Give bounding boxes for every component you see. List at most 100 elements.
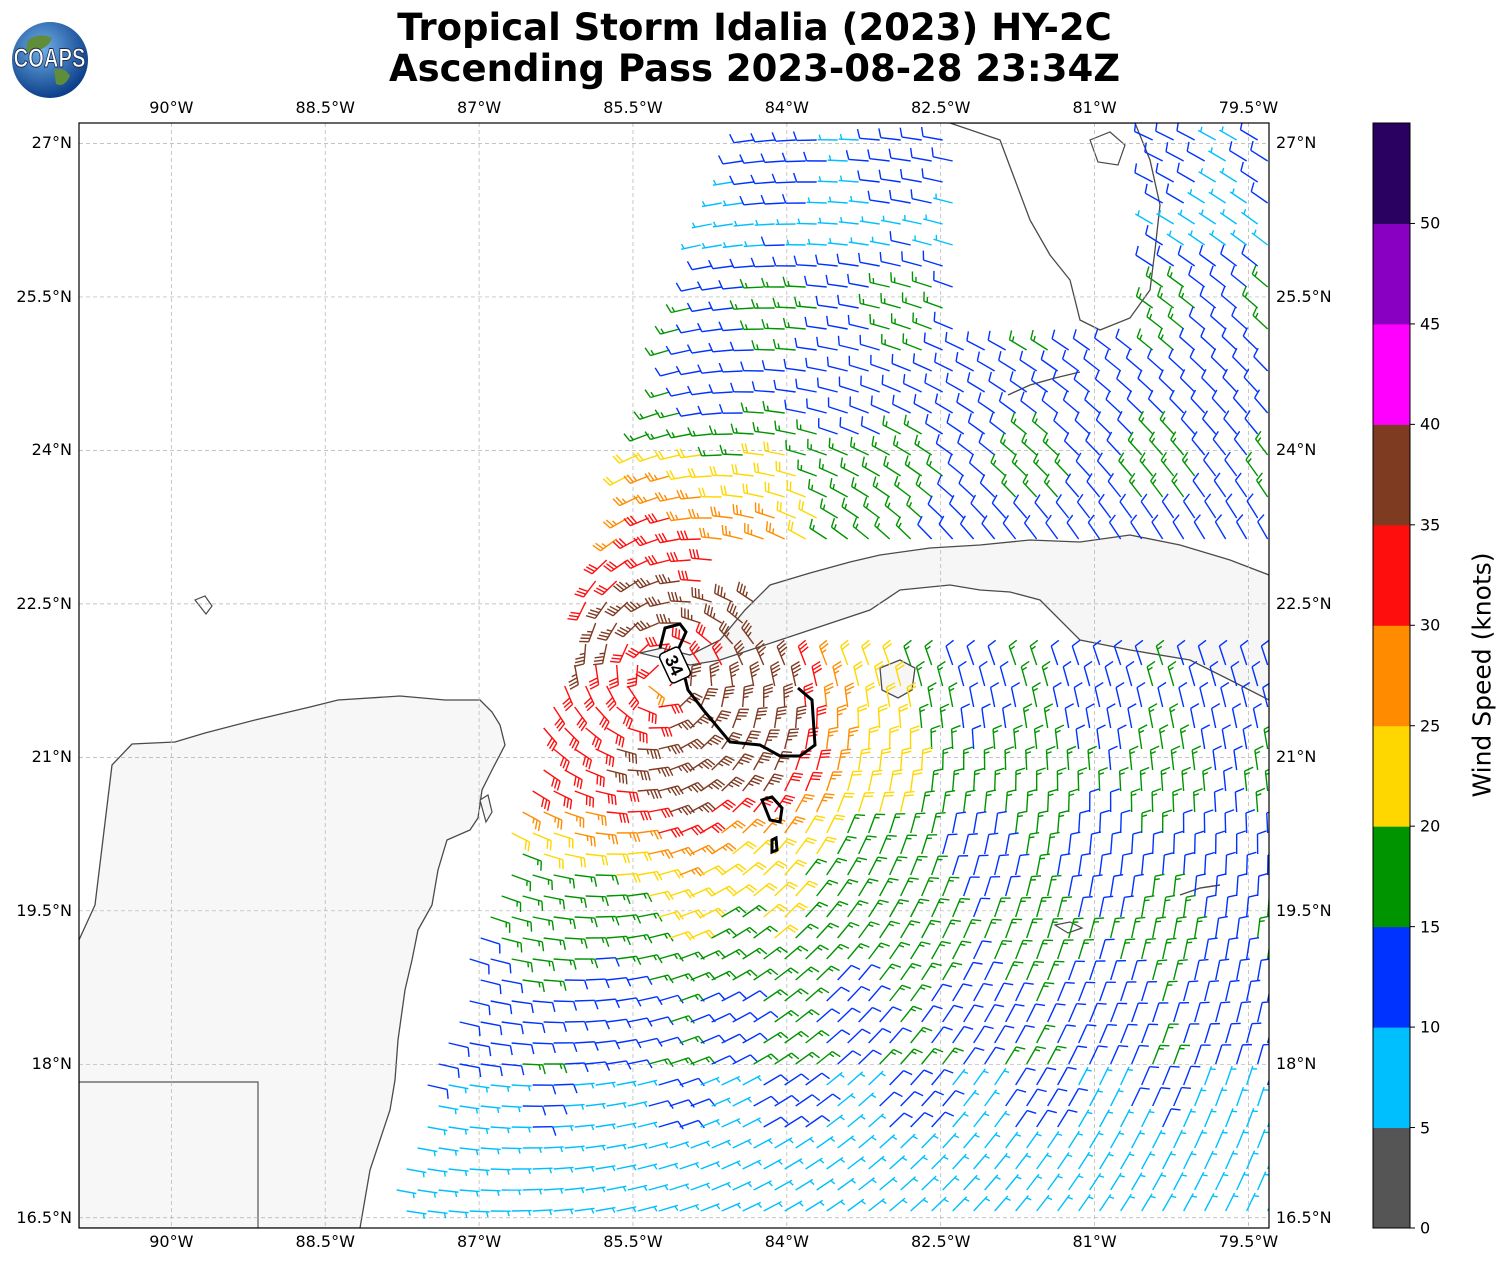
wind-barb [585,769,605,788]
wind-barb [1199,286,1217,309]
wind-barb [722,241,743,249]
country-border [79,1081,259,1228]
wind-barb [811,660,823,687]
wind-barb [881,374,901,393]
wind-barb [984,1003,1005,1023]
colorbar-bin [1373,725,1410,827]
wind-barb [606,1101,627,1109]
wind-barb [805,1072,830,1086]
wind-barb [889,984,912,1002]
wind-barb [1135,210,1154,225]
lon-tick-bottom: 84°W [764,1232,809,1251]
wind-barb [984,1131,1001,1149]
wind-barb [1233,745,1243,771]
wind-barb [991,494,1007,519]
wind-barb [669,888,695,899]
wind-barb [676,448,701,459]
wind-barb [1221,327,1238,351]
wind-barb [1068,1130,1083,1149]
wind-barb [763,773,784,792]
wind-barb [885,682,896,708]
wind-barb [847,1071,866,1086]
wind-barb [763,1201,783,1212]
wind-barb [837,294,859,309]
wind-barb [1077,767,1088,792]
wind-barb [459,1189,480,1197]
contour-34kt [658,622,817,758]
wind-barb [837,1177,857,1191]
wind-barb [837,835,857,855]
wind-barb [1177,245,1196,267]
wind-barb [1030,329,1049,351]
wind-barb [1095,411,1112,435]
wind-barb [1172,959,1188,981]
wind-barb [836,704,847,729]
lat-tick-right: 22.5°N [1276,593,1332,613]
wind-barb [1211,389,1227,414]
wind-barb [1181,766,1192,792]
plot-title-line-1: Tropical Storm Idalia (2023) HY-2C [397,6,1112,49]
wind-barb [1161,980,1178,1002]
wind-barb [933,270,953,288]
wind-barb [1057,1066,1077,1086]
wind-barb [973,982,993,1002]
wind-barb [830,517,849,540]
wind-barb [1145,225,1164,246]
wind-barb [1014,853,1030,876]
wind-barb [606,935,631,946]
wind-barb [921,876,940,897]
wind-barb [1215,1044,1232,1065]
wind-barb [1068,1173,1084,1191]
wind-barb [858,1092,877,1107]
wind-barb [884,496,902,519]
colorbar-tick-label: 20 [1420,816,1441,836]
wind-barb [894,475,912,498]
wind-barb [933,311,953,330]
wind-barb [1134,639,1144,666]
wind-barb [1178,681,1188,708]
wind-barb [1144,183,1164,204]
wind-barb [1110,1172,1125,1191]
wind-barb [606,853,631,864]
wind-barb [972,854,989,876]
wind-barb [568,664,579,690]
wind-barb [690,1182,711,1191]
wind-barb [717,155,743,165]
wind-barb [654,409,680,419]
wind-barb [1220,286,1238,309]
wind-barb [543,853,564,870]
wind-barb [733,220,754,227]
wind-barb [784,1030,810,1044]
wind-barb [1243,766,1254,792]
wind-barb [522,853,543,871]
wind-barb [920,126,943,141]
wind-barb [749,661,760,687]
wind-barb [698,487,722,498]
wind-barb [1213,472,1227,498]
wind-barb [1053,411,1070,435]
wind-barb [901,215,922,225]
wind-barb [1036,1109,1057,1128]
wind-barb [750,257,775,268]
wind-barb [1240,208,1259,225]
wind-barb [910,898,930,918]
wind-barb [675,282,701,292]
wind-barb [952,1153,970,1170]
wind-barb [1078,1024,1097,1044]
wind-barb [712,221,733,228]
wind-barb [1147,348,1164,372]
wind-barb [718,321,743,332]
wind-barb [741,443,764,456]
wind-barb [751,381,775,393]
wind-barb [837,964,861,981]
wind-barb [1231,306,1248,330]
wind-barb [915,660,925,687]
wind-barb [827,155,848,162]
wind-barb [616,790,640,803]
wind-barb [994,982,1014,1002]
wind-barb [1063,432,1080,456]
wind-barb [1035,853,1050,876]
wind-barb [841,497,860,519]
wind-barb [920,834,938,855]
wind-barb [910,1112,934,1128]
